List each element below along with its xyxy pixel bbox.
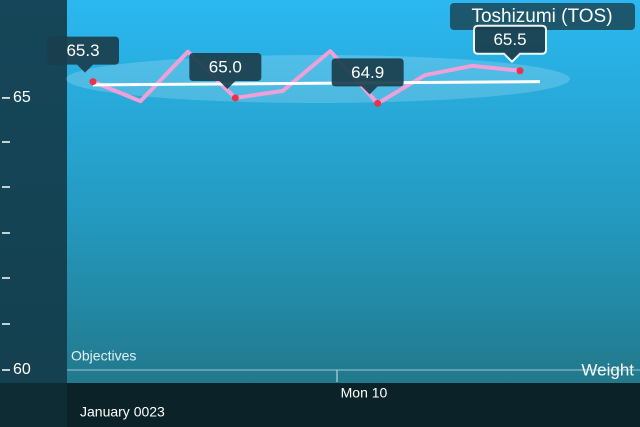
value-label: 65.0 (209, 57, 242, 76)
value-label: 65.5 (493, 30, 526, 49)
y-axis-panel (0, 0, 67, 427)
value-label-box: 64.9 (331, 58, 404, 95)
data-point (89, 78, 97, 86)
y-tick-label: 60 (13, 361, 31, 378)
chart-title: Toshizumi (TOS) (471, 6, 612, 27)
data-line (92, 49, 521, 106)
footer-text: January 0023 (80, 404, 165, 420)
minor-ticks (2, 141, 10, 325)
data-point (516, 67, 524, 75)
trend-line (92, 80, 541, 87)
callout (473, 24, 547, 64)
footer-strip-inner (67, 383, 640, 427)
callout (47, 36, 119, 73)
y-tick-label: 65 (13, 89, 31, 106)
callout (331, 58, 404, 95)
value-label: 65.3 (66, 41, 99, 60)
x-tick-label: Mon 10 (341, 385, 388, 401)
value-label-box: 65.0 (189, 52, 262, 89)
annotation: Objectives (71, 348, 136, 364)
data-point (231, 94, 239, 102)
value-label-box: 65.5 (473, 24, 547, 64)
value-label: 64.9 (351, 63, 384, 82)
callout (189, 52, 262, 89)
value-label-box: 65.3 (47, 36, 119, 73)
data-point (374, 99, 382, 107)
title-box (450, 3, 635, 30)
